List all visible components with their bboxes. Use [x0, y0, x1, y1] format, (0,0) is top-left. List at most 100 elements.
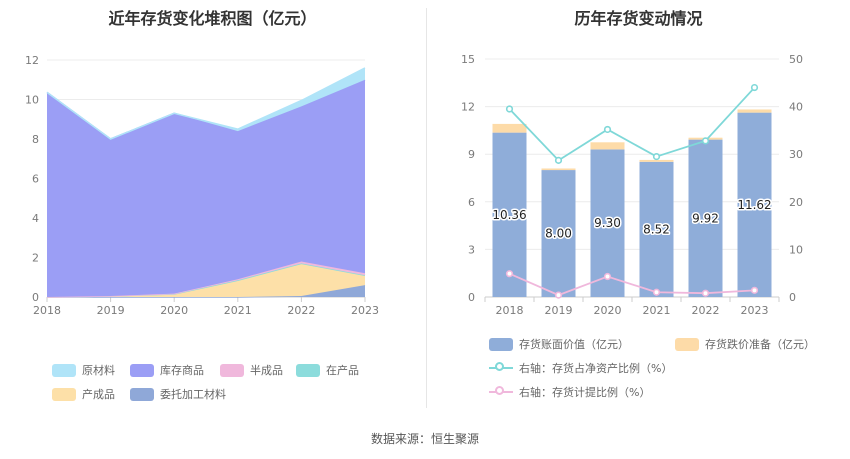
- line-point: [603, 125, 612, 134]
- bar-data-label: 9.92: [692, 211, 719, 225]
- x-tick-label: 2019: [545, 304, 573, 317]
- legend-item-原材料[interactable]: 原材料: [52, 362, 115, 378]
- y-tick-label: 6: [32, 173, 39, 186]
- legend-label: 右轴：存货计提比例（%）: [519, 386, 651, 399]
- area-委托加工材料: [47, 285, 365, 297]
- line-point: [750, 83, 759, 92]
- y-tick-label: 9: [468, 148, 475, 161]
- legend-item-库存商品[interactable]: 库存商品: [130, 362, 204, 378]
- legend-swatch: [489, 337, 513, 351]
- bar-value-2023: [737, 112, 772, 297]
- y-tick-label: 8: [32, 133, 39, 146]
- y-tick-label: 12: [25, 54, 39, 67]
- legend-item-产成品[interactable]: 产成品: [52, 386, 115, 402]
- bar-value-2022: [688, 139, 723, 297]
- y2-tick-label: 0: [789, 291, 796, 304]
- y-tick-label: 6: [468, 196, 475, 209]
- bar-provision-2023: [737, 109, 772, 113]
- x-tick-label: 2022: [692, 304, 720, 317]
- line-右轴：存货计提比例（%）: [509, 272, 755, 297]
- area-原材料: [47, 67, 365, 139]
- y2-tick-label: 30: [789, 148, 803, 161]
- legend-label: 半成品: [250, 364, 283, 377]
- line-point: [505, 270, 514, 278]
- legend-swatch: [130, 387, 154, 401]
- legend-item-半成品[interactable]: 半成品: [220, 362, 283, 378]
- bar-provision-2018: [492, 123, 527, 133]
- x-tick-label: 2021: [224, 304, 252, 317]
- x-tick-label: 2022: [287, 304, 315, 317]
- legend-label: 产成品: [82, 388, 115, 401]
- bar-provision-2019: [541, 168, 576, 171]
- bar-data-label: 11.62: [737, 198, 771, 212]
- bar-line-plot: 0 3 6 9 12 15 0 10 20 30 40 50 2018 2019 2020 2021 2022 2…: [461, 53, 803, 317]
- data-source: 数据来源：恒生聚源: [370, 432, 479, 446]
- y-tick-label: 15: [461, 53, 475, 66]
- line-point: [554, 156, 563, 164]
- legend-label: 存货跌价准备（亿元）: [705, 338, 815, 351]
- line-右轴：存货占净资产比例（%）: [508, 86, 756, 162]
- panel-divider: [426, 8, 427, 408]
- x-tick-label: 2023: [741, 304, 769, 317]
- legend-swatch: [675, 337, 699, 351]
- right-chart-title: 历年存货变动情况: [574, 9, 703, 28]
- x-tick-label: 2018: [33, 304, 61, 317]
- line-point: [603, 272, 612, 281]
- y-tick-label: 3: [468, 243, 475, 256]
- line-point: [652, 152, 661, 161]
- bar-data-label: 10.36: [492, 208, 526, 222]
- area-产成品: [47, 263, 365, 297]
- y2-tick-label: 10: [789, 243, 803, 256]
- area-库存商品: [47, 79, 365, 297]
- bar-value-2020: [590, 149, 625, 297]
- left-chart-title: 近年存货变化堆积图（亿元）: [108, 9, 317, 28]
- x-tick-label: 2020: [594, 304, 622, 317]
- legend-item-存货跌价准备（亿元）[interactable]: 存货跌价准备（亿元）: [675, 336, 815, 352]
- x-tick-label: 2020: [160, 304, 188, 317]
- bar-value-2018: [492, 132, 527, 297]
- legend-label: 库存商品: [160, 364, 204, 377]
- x-tick-label: 2023: [351, 304, 379, 317]
- y-tick-label: 12: [461, 101, 475, 114]
- legend-item-右轴：存货计提比例（%）[interactable]: 右轴：存货计提比例（%）: [489, 384, 650, 400]
- legend-swatch: [52, 363, 76, 377]
- legend-item-在产品[interactable]: 在产品: [296, 362, 359, 378]
- inventory-change-chart: 历年存货变动情况 0 3 6 9 12 15 0 10 20 30 40 50 2018 2019 2020…: [427, 0, 850, 410]
- y2-tick-label: 40: [789, 101, 803, 114]
- legend-label: 委托加工材料: [160, 388, 226, 401]
- y-tick-label: 10: [25, 94, 39, 107]
- stacked-area-plot: 0 2 4 6 8 10 12 2018 2019 2020 2021 2022 2023: [25, 54, 379, 317]
- legend-item-存货账面价值（亿元）[interactable]: 存货账面价值（亿元）: [489, 336, 629, 352]
- legend-swatch: [52, 387, 76, 401]
- line-point: [554, 291, 563, 299]
- line-point: [652, 288, 661, 296]
- inventory-stack-chart: 近年存货变化堆积图（亿元） 0 2 4 6 8 10 12 2018 2019 2020 2021 2…: [0, 0, 425, 410]
- legend-swatch: [489, 385, 513, 399]
- legend-label: 在产品: [326, 364, 359, 377]
- legend-swatch: [489, 361, 513, 375]
- line-point: [505, 105, 514, 113]
- legend-item-右轴：存货占净资产比例（%）[interactable]: 右轴：存货占净资产比例（%）: [489, 360, 672, 376]
- bar-value-2019: [541, 170, 576, 297]
- legend-label: 存货账面价值（亿元）: [519, 338, 629, 351]
- y2-tick-label: 20: [789, 196, 803, 209]
- bar-data-label: 8.00: [545, 227, 572, 241]
- y-tick-label: 4: [32, 212, 39, 225]
- x-tick-label: 2018: [496, 304, 524, 317]
- line-point: [750, 286, 759, 294]
- bar-data-label: 9.30: [594, 216, 621, 230]
- legend-swatch: [220, 363, 244, 377]
- bar-provision-2021: [639, 159, 674, 162]
- legend-swatch: [130, 363, 154, 377]
- y-tick-label: 0: [32, 291, 39, 304]
- bar-provision-2020: [590, 142, 625, 150]
- line-point: [701, 137, 710, 145]
- legend-item-委托加工材料[interactable]: 委托加工材料: [130, 386, 226, 402]
- bar-data-label: 8.52: [643, 222, 670, 236]
- legend-label: 右轴：存货占净资产比例（%）: [519, 362, 673, 375]
- x-tick-label: 2019: [97, 304, 125, 317]
- x-tick-label: 2021: [643, 304, 671, 317]
- legend-swatch: [296, 363, 320, 377]
- bar-value-2021: [639, 161, 674, 297]
- legend-label: 原材料: [82, 364, 115, 377]
